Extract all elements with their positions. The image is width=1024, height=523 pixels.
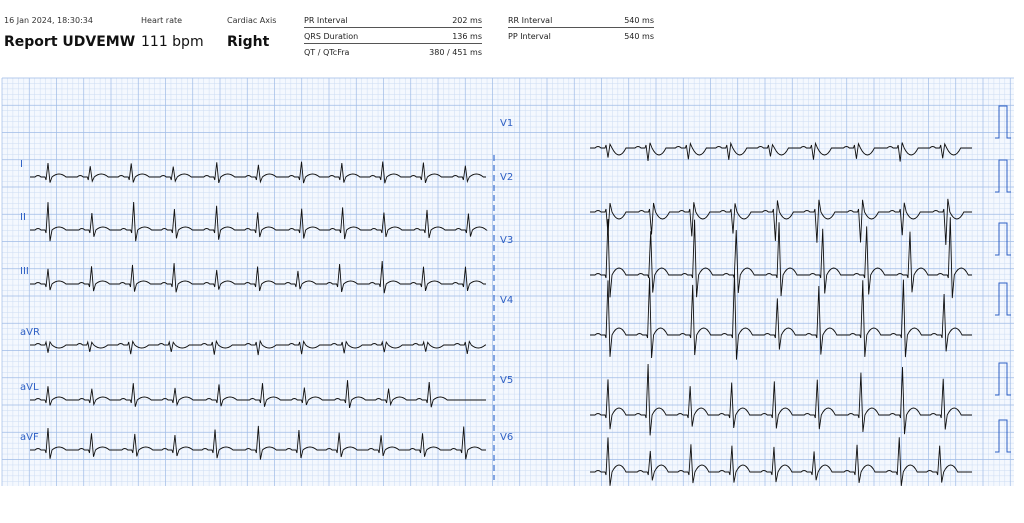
grid-minor: [2, 78, 1014, 486]
grid-background: [2, 78, 1014, 486]
ecg-trace: [30, 380, 486, 409]
ecg-trace: [590, 273, 972, 360]
lead-label: III: [20, 266, 29, 277]
metric-value: 111 bpm: [141, 34, 204, 50]
lead-label: V2: [500, 172, 513, 183]
ecg-trace: [30, 161, 486, 184]
interval-value: 136 ms: [452, 32, 482, 41]
ecg-trace: [590, 217, 972, 299]
interval-value: 540 ms: [624, 16, 654, 25]
calibration-pulse: [995, 362, 1011, 396]
ecg-trace: [30, 339, 486, 356]
interval-row: PR Interval 202 ms: [304, 16, 482, 28]
ecg-trace: [590, 363, 972, 436]
metric-label: Cardiac Axis: [227, 16, 277, 25]
lead-label: I: [20, 159, 23, 170]
interval-label: RR Interval: [508, 16, 553, 25]
calibration-pulse: [995, 105, 1011, 139]
ecg-trace: [30, 261, 486, 294]
ecg-trace: [30, 425, 486, 460]
lead-label: II: [20, 212, 26, 223]
ecg-trace: [590, 437, 972, 486]
calibration-pulse: [995, 282, 1011, 316]
interval-row: PP Interval 540 ms: [508, 32, 654, 43]
interval-value: 380 / 451 ms: [429, 48, 482, 57]
lead-label: V6: [500, 432, 513, 443]
report-date: 16 Jan 2024, 18:30:34: [4, 16, 93, 25]
interval-label: PP Interval: [508, 32, 551, 41]
interval-row: RR Interval 540 ms: [508, 16, 654, 28]
interval-value: 540 ms: [624, 32, 654, 41]
lead-label: V1: [500, 118, 513, 129]
ecg-trace: [590, 198, 972, 245]
metric-label: Heart rate: [141, 16, 183, 25]
interval-value: 202 ms: [452, 16, 482, 25]
lead-label: V5: [500, 375, 513, 386]
lead-label: V3: [500, 235, 513, 246]
lead-label: aVF: [20, 432, 39, 443]
ecg-trace: [590, 141, 972, 162]
lead-label: V4: [500, 295, 513, 306]
interval-label: QT / QTcFra: [304, 48, 350, 57]
interval-label: QRS Duration: [304, 32, 359, 41]
grid-major: [1, 77, 1014, 486]
lead-label: aVR: [20, 327, 40, 338]
calibration-pulse: [995, 419, 1011, 453]
metric-value: Right: [227, 34, 270, 50]
calibration-pulse: [995, 222, 1011, 256]
lead-label: aVL: [20, 382, 39, 393]
interval-row: QT / QTcFra 380 / 451 ms: [304, 48, 482, 59]
interval-row: QRS Duration 136 ms: [304, 32, 482, 44]
report-title: Report UDVEMW: [4, 34, 136, 50]
ecg-trace: [30, 201, 488, 242]
calibration-pulse: [995, 159, 1011, 193]
interval-label: PR Interval: [304, 16, 348, 25]
